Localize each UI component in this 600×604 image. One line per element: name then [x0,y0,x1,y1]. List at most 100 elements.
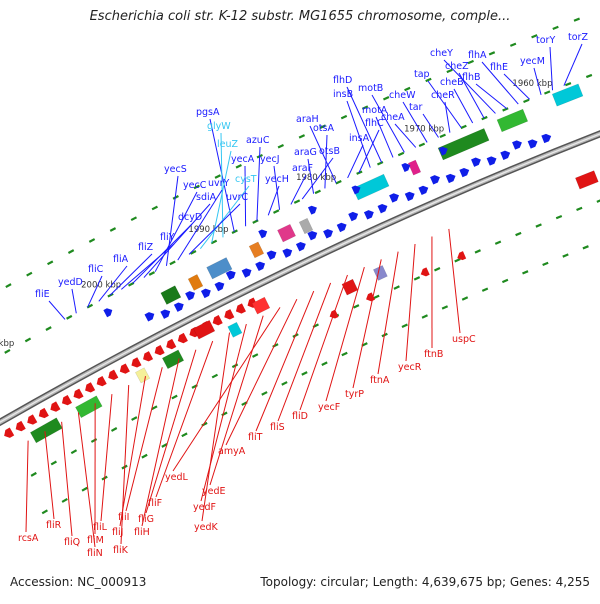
gene-label-upper[interactable]: uvrC [226,192,249,203]
forward-gene[interactable] [364,209,376,220]
reverse-gene[interactable] [48,401,60,413]
gene-label-upper[interactable]: yecS [164,164,187,175]
gene-label-lower[interactable]: ftnA [370,375,390,386]
forward-gene[interactable] [389,192,400,203]
gene-label-upper[interactable]: fliC [88,264,104,275]
gene-label-upper[interactable]: uvrY [208,178,230,189]
gene-label-lower[interactable]: fliK [113,545,129,556]
forward-feature-block[interactable] [438,128,489,160]
gene-label-upper[interactable]: cheW [389,90,416,101]
reverse-gene[interactable] [153,345,165,357]
gene-label-upper[interactable]: flhA [468,50,487,61]
gene-label-upper[interactable]: fliA [113,254,129,265]
gene-label-upper[interactable]: cheY [430,48,453,59]
gene-label-upper[interactable]: sdiA [196,192,217,203]
reverse-feature-block[interactable] [228,322,242,337]
forward-feature-block[interactable] [188,274,203,290]
gene-label-lower[interactable]: fliT [248,432,263,443]
gene-label-lower[interactable]: uspC [452,334,476,345]
forward-gene[interactable] [405,190,416,201]
gene-label-lower[interactable]: fliH [134,527,150,538]
gene-label-upper[interactable]: otsA [313,123,334,134]
gene-label-lower[interactable]: ftnB [424,349,443,360]
gene-label-lower[interactable]: fliS [270,422,285,433]
forward-gene[interactable] [267,249,279,260]
gene-label-upper[interactable]: glyW [207,121,231,132]
gene-label-upper[interactable]: araG [294,147,317,158]
forward-gene[interactable] [337,221,349,232]
forward-gene[interactable] [185,289,197,300]
gene-label-upper[interactable]: flhD [333,75,352,86]
reverse-gene[interactable] [60,395,72,407]
forward-gene[interactable] [541,132,552,143]
gene-label-upper[interactable]: tar [409,102,423,113]
forward-gene[interactable] [348,210,360,221]
gene-label-lower[interactable]: fliD [292,411,308,422]
gene-label-upper[interactable]: torY [536,35,555,46]
reverse-gene[interactable] [164,339,176,351]
forward-gene[interactable] [446,172,457,183]
gene-label-upper[interactable]: flhE [490,62,508,73]
reverse-gene[interactable] [234,303,246,315]
forward-gene[interactable] [160,308,172,319]
forward-feature-block[interactable] [408,160,421,175]
forward-feature-block[interactable] [299,218,313,234]
forward-gene[interactable] [215,280,227,291]
forward-gene[interactable] [201,287,213,298]
gene-label-upper[interactable]: fliY [160,232,175,243]
gene-label-upper[interactable]: yecJ [260,154,280,165]
gene-label-lower[interactable]: fliG [138,514,154,525]
forward-gene[interactable] [282,247,294,258]
reverse-gene[interactable] [419,267,430,278]
gene-label-upper[interactable]: dcyD [178,212,202,223]
gene-label-lower[interactable]: yedK [194,522,218,533]
reverse-feature-block[interactable] [373,265,387,280]
gene-label-upper[interactable]: yedD [58,277,83,288]
forward-gene[interactable] [487,155,498,166]
gene-label-upper[interactable]: otsB [319,146,340,157]
reverse-feature-block[interactable] [342,279,358,295]
gene-label-upper[interactable]: cheZ [445,61,469,72]
gene-label-lower[interactable]: fliM [87,535,104,546]
forward-feature-block[interactable] [552,84,583,106]
reverse-gene[interactable] [222,309,234,321]
reverse-gene[interactable] [83,382,95,394]
gene-label-upper[interactable]: yecA [231,154,255,165]
gene-label-upper[interactable]: leuZ [217,139,239,150]
gene-label-upper[interactable]: cheR [431,90,455,101]
reverse-gene[interactable] [118,363,130,375]
gene-label-lower[interactable]: fliN [87,548,103,559]
forward-gene[interactable] [471,156,482,167]
reverse-gene[interactable] [176,333,188,345]
forward-feature-block[interactable] [249,242,264,258]
reverse-feature-block[interactable] [575,171,598,190]
reverse-gene[interactable] [37,408,49,420]
forward-gene[interactable] [255,260,267,271]
reverse-feature-block[interactable] [135,368,149,383]
gene-label-lower[interactable]: tyrP [345,389,364,400]
gene-label-upper[interactable]: fliZ [138,242,154,253]
forward-gene[interactable] [144,310,156,321]
gene-label-upper[interactable]: araF [292,163,313,174]
forward-gene[interactable] [418,184,429,195]
forward-gene[interactable] [174,301,186,312]
gene-label-upper[interactable]: motB [358,83,383,94]
gene-label-upper[interactable]: fliE [35,289,50,300]
forward-feature-block[interactable] [497,109,528,132]
gene-label-lower[interactable]: yecR [398,362,422,373]
gene-label-lower[interactable]: yecF [318,402,340,413]
reverse-feature-block[interactable] [252,297,270,314]
forward-feature-block[interactable] [277,224,295,242]
gene-label-upper[interactable]: azuC [246,135,270,146]
gene-label-upper[interactable]: torZ [568,32,588,43]
reverse-gene[interactable] [71,389,83,401]
reverse-gene[interactable] [141,351,153,363]
gene-label-upper[interactable]: cheB [440,77,464,88]
forward-gene[interactable] [103,306,114,317]
gene-label-upper[interactable]: yecC [183,180,207,191]
gene-label-lower[interactable]: fliQ [64,537,80,548]
gene-label-upper[interactable]: pgsA [196,107,220,118]
reverse-gene[interactable] [13,421,25,433]
